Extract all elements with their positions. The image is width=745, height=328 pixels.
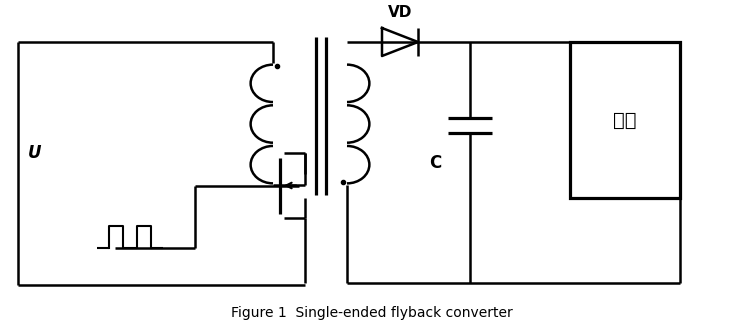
Text: VD: VD bbox=[388, 5, 412, 20]
Bar bbox=[570, 42, 680, 198]
Text: Figure 1  Single-ended flyback converter: Figure 1 Single-ended flyback converter bbox=[231, 306, 513, 320]
Text: C: C bbox=[429, 154, 441, 172]
Text: U⁤: U⁤ bbox=[28, 144, 42, 162]
Text: 负载: 负载 bbox=[613, 111, 637, 130]
